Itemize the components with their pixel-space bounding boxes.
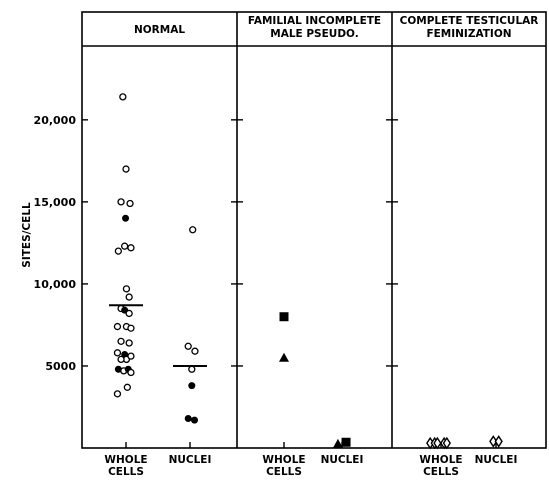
category-label: CELLS	[423, 466, 459, 478]
category-label: NUCLEI	[321, 454, 364, 466]
open-circle-point	[113, 390, 122, 398]
category-label: CELLS	[108, 466, 144, 478]
filled-square-point	[279, 312, 289, 322]
filled-circle-point	[114, 365, 122, 373]
open-diamond-point	[494, 435, 503, 448]
open-circle-point	[126, 199, 134, 208]
y-tick-label: 10,000	[34, 278, 77, 291]
panel-title: FAMILIAL INCOMPLETE	[248, 15, 381, 27]
filled-circle-point	[188, 382, 196, 390]
category-label: WHOLE	[104, 454, 147, 466]
panel-title: MALE PSEUDO.	[270, 28, 358, 40]
open-circle-point	[121, 242, 129, 250]
y-tick-label: 15,000	[34, 196, 77, 209]
category-label: CELLS	[266, 466, 302, 478]
filled-triangle-point	[279, 352, 289, 362]
filled-circle-point	[122, 214, 130, 222]
open-circle-point	[188, 365, 196, 373]
open-circle-point	[127, 368, 135, 377]
filled-circle-point	[184, 414, 192, 422]
open-circle-point	[125, 309, 133, 318]
open-circle-point	[117, 337, 125, 345]
open-circle-point	[122, 285, 131, 293]
open-circle-point	[191, 347, 199, 355]
data-points	[109, 93, 503, 450]
panel-title: COMPLETE TESTICULAR	[400, 15, 539, 27]
plot-border	[81, 11, 547, 449]
category-label: WHOLE	[419, 454, 462, 466]
open-circle-point	[125, 293, 133, 301]
panel-title: NORMAL	[134, 24, 185, 36]
open-circle-point	[113, 322, 122, 331]
category-label: NUCLEI	[169, 454, 212, 466]
y-tick-label: 5000	[45, 360, 76, 373]
open-circle-point	[127, 244, 135, 252]
open-circle-point	[127, 324, 135, 332]
open-diamond-point	[433, 436, 442, 450]
filled-triangle-point	[332, 438, 343, 448]
filled-circle-point	[191, 416, 198, 424]
panel-title: FEMINIZATION	[426, 28, 511, 40]
open-circle-point	[125, 339, 133, 347]
open-circle-point	[122, 165, 130, 173]
category-label: WHOLE	[262, 454, 305, 466]
open-circle-point	[113, 349, 122, 357]
y-axis-label: SITES/CELL	[21, 202, 33, 268]
open-diamond-point	[489, 435, 498, 448]
plot-frame	[81, 11, 547, 449]
open-circle-point	[117, 355, 125, 364]
y-tick-label: 20,000	[34, 114, 77, 127]
y-axis: 5000 10,000 15,000 20,000 SITES/CELL	[21, 114, 398, 373]
open-circle-point	[114, 247, 122, 255]
open-circle-point	[184, 342, 192, 350]
open-diamond-point	[442, 436, 451, 450]
open-circle-point	[189, 226, 197, 234]
open-circle-point	[117, 198, 125, 206]
open-circle-point	[119, 93, 127, 101]
open-circle-point	[127, 352, 135, 360]
filled-square-point	[341, 437, 351, 447]
open-circle-point	[123, 383, 131, 391]
category-label: NUCLEI	[475, 454, 518, 466]
